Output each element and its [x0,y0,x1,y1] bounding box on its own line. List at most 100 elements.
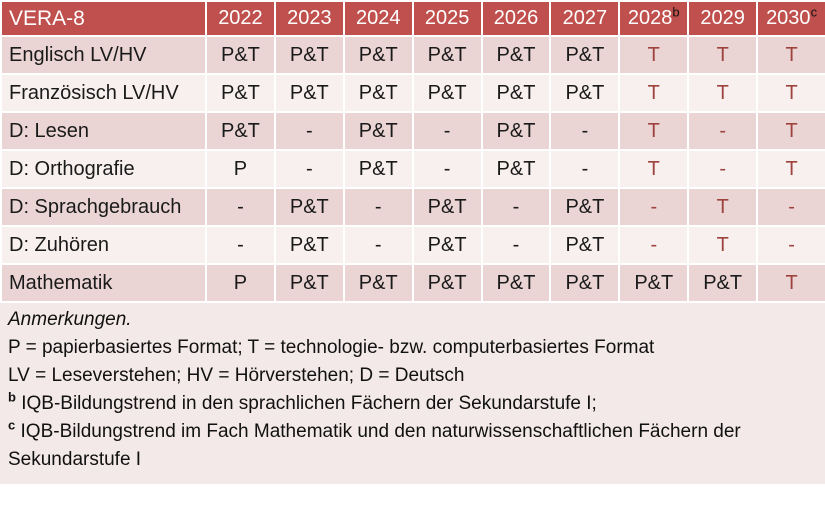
footnote-c-text: IQB-Bildungstrend im Fach Mathematik und… [8,421,741,470]
table-cell: P&T [342,111,414,151]
table-cell: P&T [205,111,276,151]
table-cell: P&T [411,187,483,227]
year-header-cell: 2026 [480,0,552,37]
year-header-cell: 2023 [273,0,345,37]
table-cell: - [411,111,483,151]
table-cell: T [687,35,759,75]
table-cell: P&T [342,149,414,189]
table-cell: T [618,111,690,151]
notes-line-abbreviations: LV = Leseverstehen; HV = Hörverstehen; D… [8,362,815,390]
footnote-marker: b [672,4,680,20]
table-cell: P&T [273,35,345,75]
table-cell: - [480,225,552,265]
table-cell: P&T [411,225,483,265]
table-cell: P&T [480,149,552,189]
table-row: Englisch LV/HV P&T P&T P&T P&T P&T P&T T T T [0,35,825,75]
table-row: Französisch LV/HV P&T P&T P&T P&T P&T P&T T T T [0,73,825,113]
footnote-marker: c [810,4,818,20]
table-cell: - [205,225,276,265]
year-header-cell: 2030c [756,0,825,37]
year-header-cell: 2022 [205,0,276,37]
table-cell: P&T [205,73,276,113]
table-row: D: Zuhören - P&T - P&T - P&T - T - [0,225,825,265]
notes-title: Anmerkungen. [8,309,132,330]
table-cell: P&T [480,35,552,75]
table-row: D: Sprachgebrauch - P&T - P&T - P&T - T - [0,187,825,227]
table-cell: P [205,149,276,189]
table-cell: P&T [480,263,552,303]
table-cell: - [549,111,621,151]
year-header-cell: 2024 [342,0,414,37]
table-cell: P&T [273,263,345,303]
table-cell: P&T [411,73,483,113]
table-row: D: Orthografie P - P&T - P&T - T - T [0,149,825,189]
table-cell: - [756,225,825,265]
table-cell: T [687,187,759,227]
table-cell: - [342,187,414,227]
table-cell: T [756,73,825,113]
table-cell: - [549,149,621,189]
table-cell: T [756,35,825,75]
table-cell: T [687,225,759,265]
table-cell: P&T [549,187,621,227]
footnote-b-marker: b [8,389,16,405]
table-cell: - [480,187,552,227]
table-cell: P&T [618,263,690,303]
table-title-cell: VERA-8 [0,0,207,37]
table-row: Mathematik P P&T P&T P&T P&T P&T P&T P&T T [0,263,825,303]
table-cell: T [756,111,825,151]
table-cell: - [618,187,690,227]
table-cell: - [205,187,276,227]
row-label: Mathematik [0,263,207,303]
notes-footnote-c: c IQB-Bildungstrend im Fach Mathematik u… [8,418,815,474]
table-cell: T [756,263,825,303]
table-cell: P&T [273,225,345,265]
table-header-row: VERA-8 2022 2023 2024 2025 2026 2027 2028b 2029… [0,0,825,37]
table-cell: T [618,149,690,189]
table-cell: P&T [411,35,483,75]
table-cell: P&T [273,187,345,227]
table-cell: - [342,225,414,265]
table-cell: - [273,149,345,189]
notes-line-formats-text: P = papierbasiertes Format; T = technolo… [8,337,655,358]
table-cell: P&T [480,73,552,113]
row-label: Französisch LV/HV [0,73,207,113]
table-cell: P&T [342,263,414,303]
row-label: D: Zuhören [0,225,207,265]
table-cell: P&T [342,35,414,75]
year-header-cell: 2029 [687,0,759,37]
year-header-cell: 2027 [549,0,621,37]
table-cell: P&T [549,73,621,113]
table-cell: P&T [411,263,483,303]
table-cell: P&T [205,35,276,75]
footnote-c-marker: c [8,417,16,433]
table-cell: P [205,263,276,303]
table-cell: P&T [549,35,621,75]
footnote-b-text: IQB-Bildungstrend in den sprachlichen Fä… [21,393,597,414]
table-cell: P&T [549,263,621,303]
row-label: Englisch LV/HV [0,35,207,75]
table-cell: P&T [273,73,345,113]
table-cell: - [687,111,759,151]
row-label: D: Orthografie [0,149,207,189]
notes-footnote-b: b IQB-Bildungstrend in den sprachlichen … [8,390,815,418]
table-cell: T [618,73,690,113]
vera8-format-table: VERA-8 2022 2023 2024 2025 2026 2027 2028b 2029… [0,0,825,303]
table-cell: - [687,149,759,189]
table-cell: - [411,149,483,189]
row-label: D: Lesen [0,111,207,151]
year-header-cell: 2025 [411,0,483,37]
table-cell: T [756,149,825,189]
table-cell: - [273,111,345,151]
table-notes: Anmerkungen. P = papierbasiertes Format;… [0,303,825,484]
table-cell: - [756,187,825,227]
table-cell: T [687,73,759,113]
table-cell: - [618,225,690,265]
table-cell: P&T [480,111,552,151]
notes-line-formats: P = papierbasiertes Format; T = technolo… [8,334,815,362]
table-head: VERA-8 2022 2023 2024 2025 2026 2027 2028b 2029… [0,0,825,37]
table-cell: P&T [342,73,414,113]
table-row: D: Lesen P&T - P&T - P&T - T - T [0,111,825,151]
table-cell: T [618,35,690,75]
notes-line-abbreviations-text: LV = Leseverstehen; HV = Hörverstehen; D… [8,365,465,386]
